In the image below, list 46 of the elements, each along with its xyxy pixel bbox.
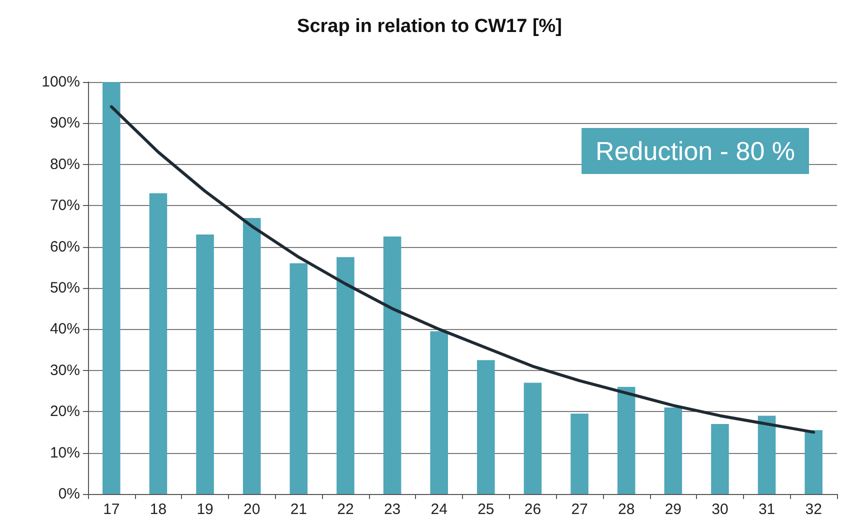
x-tick-label: 21 [290, 501, 307, 518]
x-tick-label: 25 [478, 501, 494, 518]
y-tick-label: 70% [50, 197, 80, 214]
annotation: Reduction - 80 % [596, 136, 796, 166]
bar [804, 430, 822, 494]
y-tick-label: 60% [50, 238, 80, 256]
bar [290, 263, 308, 494]
x-tick-label: 19 [196, 501, 214, 518]
x-tick-label: 17 [103, 501, 120, 518]
x-tick-label: 22 [337, 501, 354, 518]
bar [570, 414, 588, 494]
y-tick-label: 90% [50, 114, 80, 132]
x-tick-label: 28 [618, 501, 635, 518]
bar [336, 257, 354, 494]
bar [242, 218, 261, 494]
x-tick-label: 26 [524, 501, 542, 518]
bar [196, 234, 214, 494]
bar [383, 236, 402, 494]
x-tick-label: 18 [150, 501, 167, 518]
bar [758, 416, 776, 494]
bar [477, 360, 495, 494]
chart-title: Scrap in relation to CW17 [%] [297, 16, 562, 37]
y-tick-label: 100% [42, 74, 80, 90]
bar [664, 407, 682, 494]
bar [430, 331, 448, 494]
y-tick-label: 10% [50, 444, 80, 462]
y-tick-label: 80% [50, 156, 80, 173]
y-tick-label: 50% [50, 280, 80, 296]
x-tick-label: 31 [758, 501, 776, 518]
line-series [110, 105, 816, 434]
bar [711, 424, 729, 494]
x-tick-label: 30 [712, 501, 728, 518]
bar [617, 386, 636, 494]
bar [149, 193, 168, 494]
y-tick-label: 30% [50, 362, 80, 379]
y-tick-label: 40% [50, 320, 80, 338]
x-tick-label: 32 [805, 501, 822, 518]
bar [524, 382, 542, 494]
x-tick-label: 27 [571, 501, 588, 518]
x-tick-label: 29 [664, 501, 682, 518]
y-tick-label: 0% [58, 486, 80, 502]
y-tick-label: 20% [50, 403, 80, 420]
x-tick-label: 24 [430, 501, 448, 518]
x-tick-label: 23 [384, 501, 401, 518]
bar [102, 82, 120, 494]
x-tick-label: 20 [244, 501, 260, 518]
